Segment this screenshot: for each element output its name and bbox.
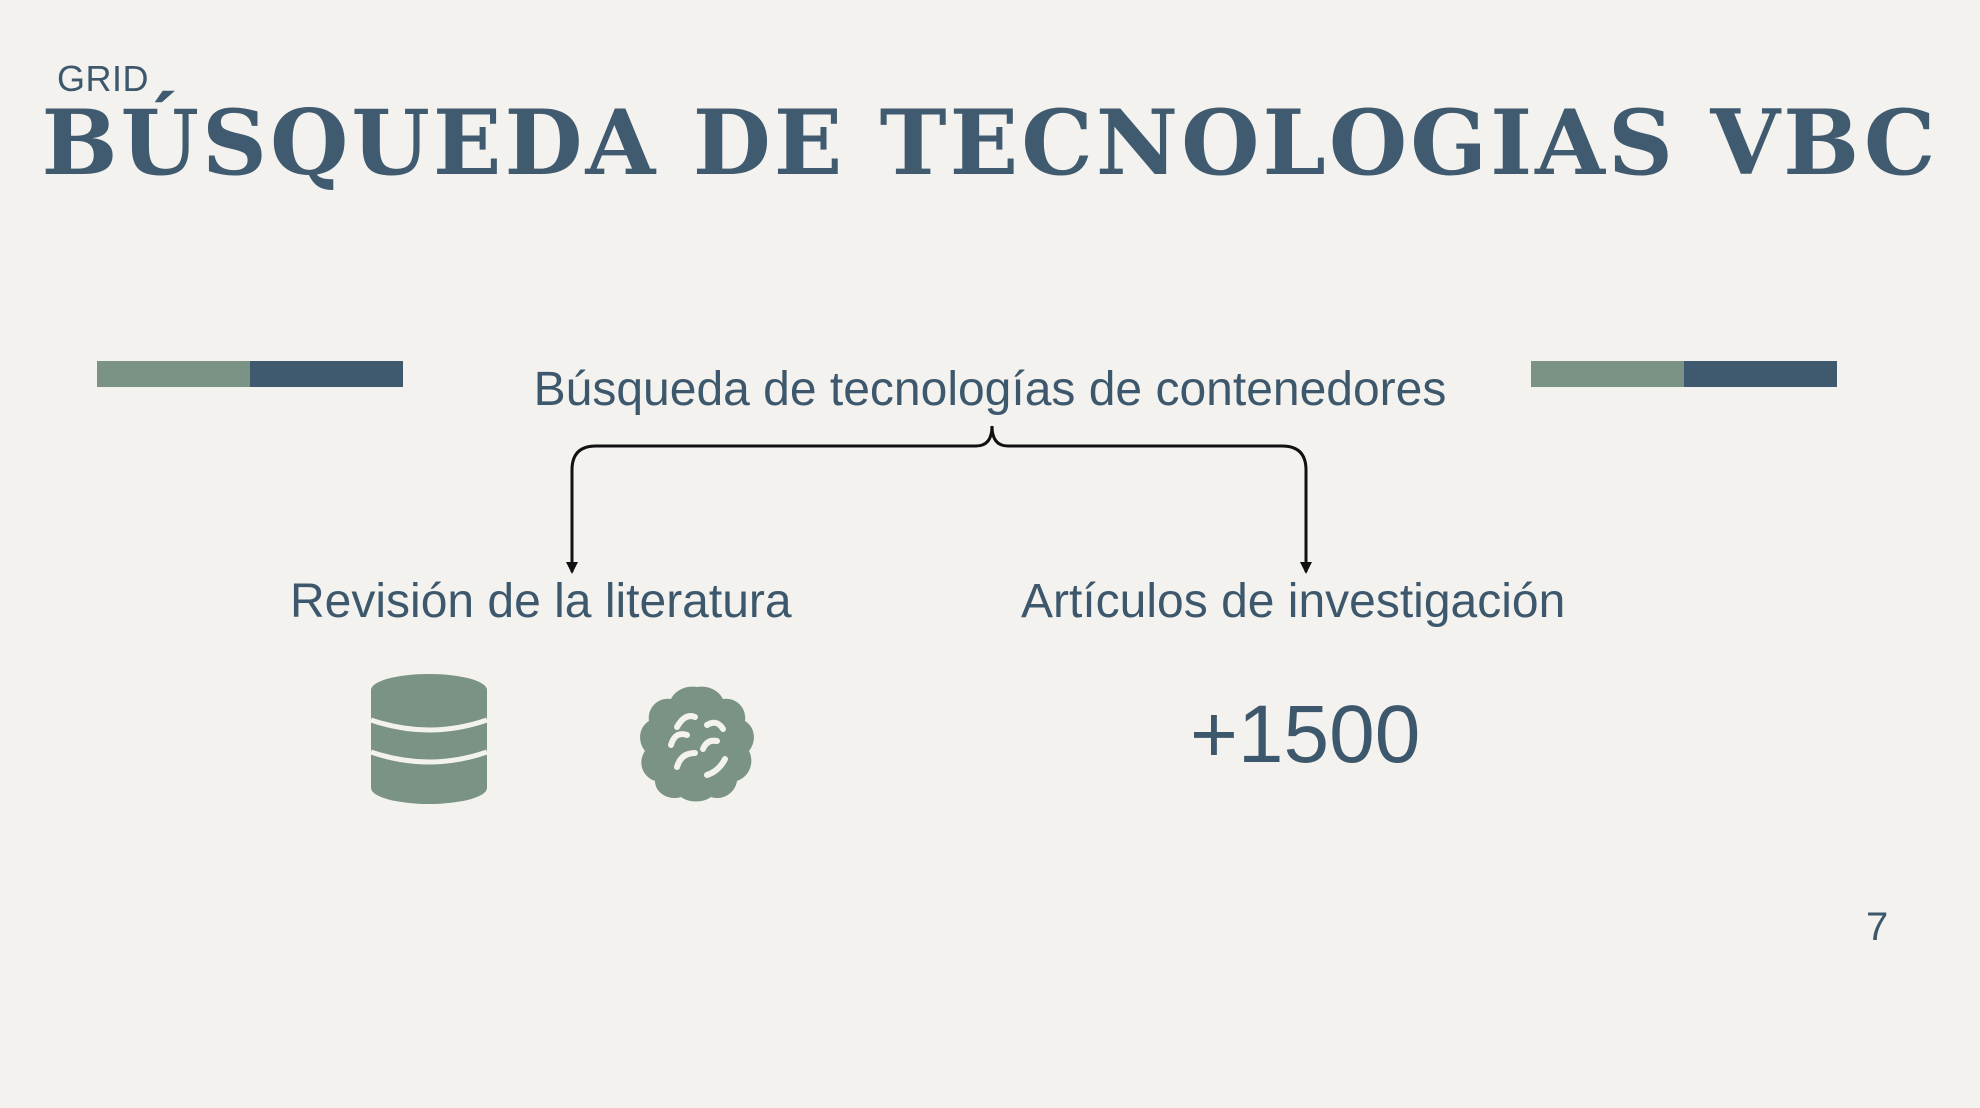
research-articles-label: Artículos de investigación [1021, 575, 1566, 628]
brain-icon [640, 686, 754, 802]
brand-label: GRID [57, 58, 149, 99]
literature-review-label: Revisión de la literatura [290, 575, 792, 628]
page-number: 7 [1866, 905, 1889, 949]
slide-title: BÚSQUEDA DE TECNOLOGIAS VBC [41, 90, 1939, 196]
decorative-bar-right [1531, 361, 1837, 387]
database-icon [370, 674, 488, 804]
slide-subtitle: Búsqueda de tecnologías de contenedores [533, 363, 1447, 416]
decorative-bar-left [97, 361, 403, 387]
articles-count: +1500 [1190, 689, 1421, 780]
